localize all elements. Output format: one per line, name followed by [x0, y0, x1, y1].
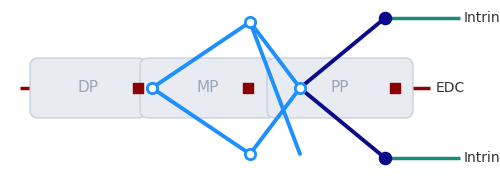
Text: DP: DP	[78, 81, 98, 96]
FancyBboxPatch shape	[267, 58, 413, 118]
Point	[244, 87, 252, 89]
FancyBboxPatch shape	[140, 58, 276, 118]
Text: PP: PP	[331, 81, 349, 96]
FancyBboxPatch shape	[30, 58, 146, 118]
Point	[381, 157, 389, 159]
Point	[246, 21, 254, 23]
Point	[296, 87, 304, 89]
Text: Intrinsic: Intrinsic	[464, 11, 500, 25]
Text: EDC: EDC	[436, 81, 465, 95]
Point	[148, 87, 156, 89]
Point	[391, 87, 399, 89]
Point	[134, 87, 142, 89]
Text: Intrinsic: Intrinsic	[464, 151, 500, 165]
Text: MP: MP	[197, 81, 219, 96]
Point	[381, 17, 389, 19]
Point	[246, 153, 254, 155]
